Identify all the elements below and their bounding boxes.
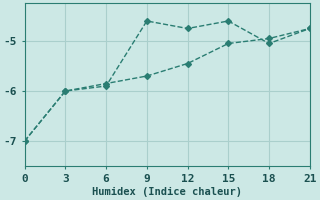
X-axis label: Humidex (Indice chaleur): Humidex (Indice chaleur) <box>92 186 242 197</box>
